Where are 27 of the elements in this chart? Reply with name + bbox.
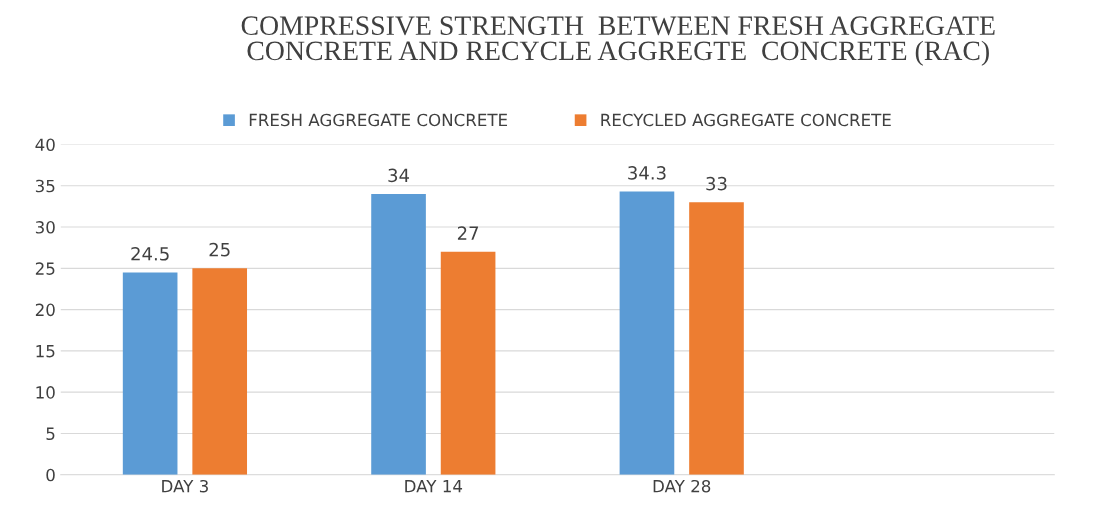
x-tick-label: DAY 3	[162, 479, 208, 493]
y-tick-label: 10	[36, 386, 55, 399]
chart-title: COMPRESSIVE STRENGTH BETWEEN FRESH AGGREGATE CONCRETE AND RECYCLE AGGREGTE CONCRETE (RAC)	[241, 16, 995, 66]
y-tick-label: 40	[35, 138, 55, 152]
y-tick-label: 35	[35, 179, 55, 193]
y-tick-label: 25	[35, 262, 55, 275]
data-label: 24.5	[131, 246, 169, 261]
y-tick-label: 30	[35, 221, 55, 234]
data-label: 34.3	[628, 166, 666, 180]
legend-label: FRESH AGGREGATE CONCRETE	[249, 113, 508, 127]
data-label: 25	[209, 242, 230, 257]
y-tick-label: 15	[36, 345, 55, 358]
data-label: 27	[457, 226, 479, 240]
bar	[440, 251, 496, 475]
bar	[192, 268, 248, 475]
data-label: 33	[706, 176, 727, 191]
bar	[619, 191, 675, 475]
y-tick-label: 20	[35, 303, 55, 317]
x-tick-label: DAY 28	[653, 479, 711, 493]
x-tick-label: DAY 14	[405, 480, 463, 493]
y-tick-label: 5	[46, 427, 55, 441]
y-tick-label: 0	[46, 468, 55, 482]
bar	[122, 272, 178, 475]
legend-label: RECYCLED AGGREGATE CONCRETE	[601, 113, 891, 127]
bar	[689, 202, 744, 475]
bar	[371, 194, 426, 475]
data-label: 34	[388, 168, 410, 183]
